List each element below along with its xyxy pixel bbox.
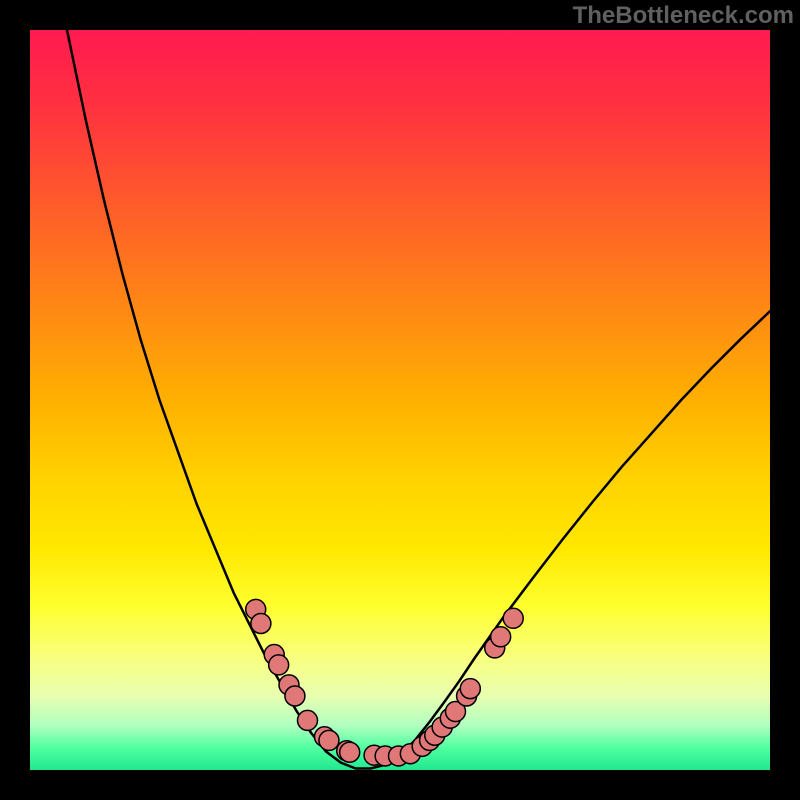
- data-marker: [251, 613, 271, 633]
- gradient-background: [30, 30, 770, 770]
- data-marker: [319, 730, 339, 750]
- data-marker: [298, 710, 318, 730]
- data-marker: [491, 627, 511, 647]
- watermark-text: TheBottleneck.com: [573, 2, 794, 30]
- data-marker: [503, 608, 523, 628]
- data-marker: [460, 679, 480, 699]
- data-marker: [269, 655, 289, 675]
- chart-container: TheBottleneck.com: [0, 0, 800, 800]
- plot-area: [30, 30, 770, 770]
- data-marker: [285, 686, 305, 706]
- data-marker: [340, 742, 360, 762]
- chart-svg: [30, 30, 770, 770]
